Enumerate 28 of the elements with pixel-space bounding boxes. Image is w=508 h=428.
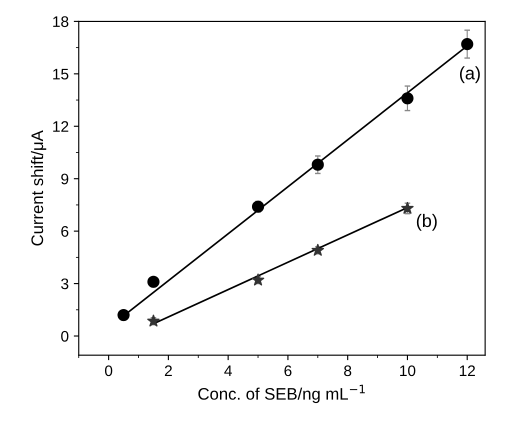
x-tick-label: 6 — [284, 365, 292, 376]
y-tick-label: 6 — [61, 226, 68, 237]
point — [401, 202, 414, 214]
point — [147, 314, 160, 327]
y-axis-title: Current shift/μA — [30, 130, 46, 246]
series-label: (b) — [416, 214, 437, 231]
point — [252, 274, 264, 286]
point — [401, 92, 414, 104]
x-tick-label: 4 — [224, 366, 232, 376]
y-tick-label: 0 — [61, 330, 68, 342]
y-tick-label: 12 — [53, 121, 68, 132]
x-tick-label: 8 — [344, 365, 352, 376]
point — [147, 276, 160, 288]
x-tick-label: 0 — [104, 365, 112, 376]
x-tick-label: 10 — [400, 365, 416, 376]
y-tick-label: 15 — [53, 68, 68, 80]
y-tick-label: 18 — [53, 16, 68, 28]
series-label: (a) — [460, 66, 480, 84]
x-tick-label: 2 — [164, 365, 172, 376]
x-tick-label: 12 — [460, 365, 475, 376]
point — [312, 244, 324, 256]
point — [312, 158, 324, 171]
y-tick-label: 3 — [61, 278, 68, 290]
point — [252, 200, 264, 213]
point — [117, 308, 130, 322]
x-axis-title: Conc. of SEB/ng mL$^{−1}$ — [198, 384, 365, 404]
y-tick-label: 9 — [61, 174, 68, 184]
point — [461, 38, 474, 50]
